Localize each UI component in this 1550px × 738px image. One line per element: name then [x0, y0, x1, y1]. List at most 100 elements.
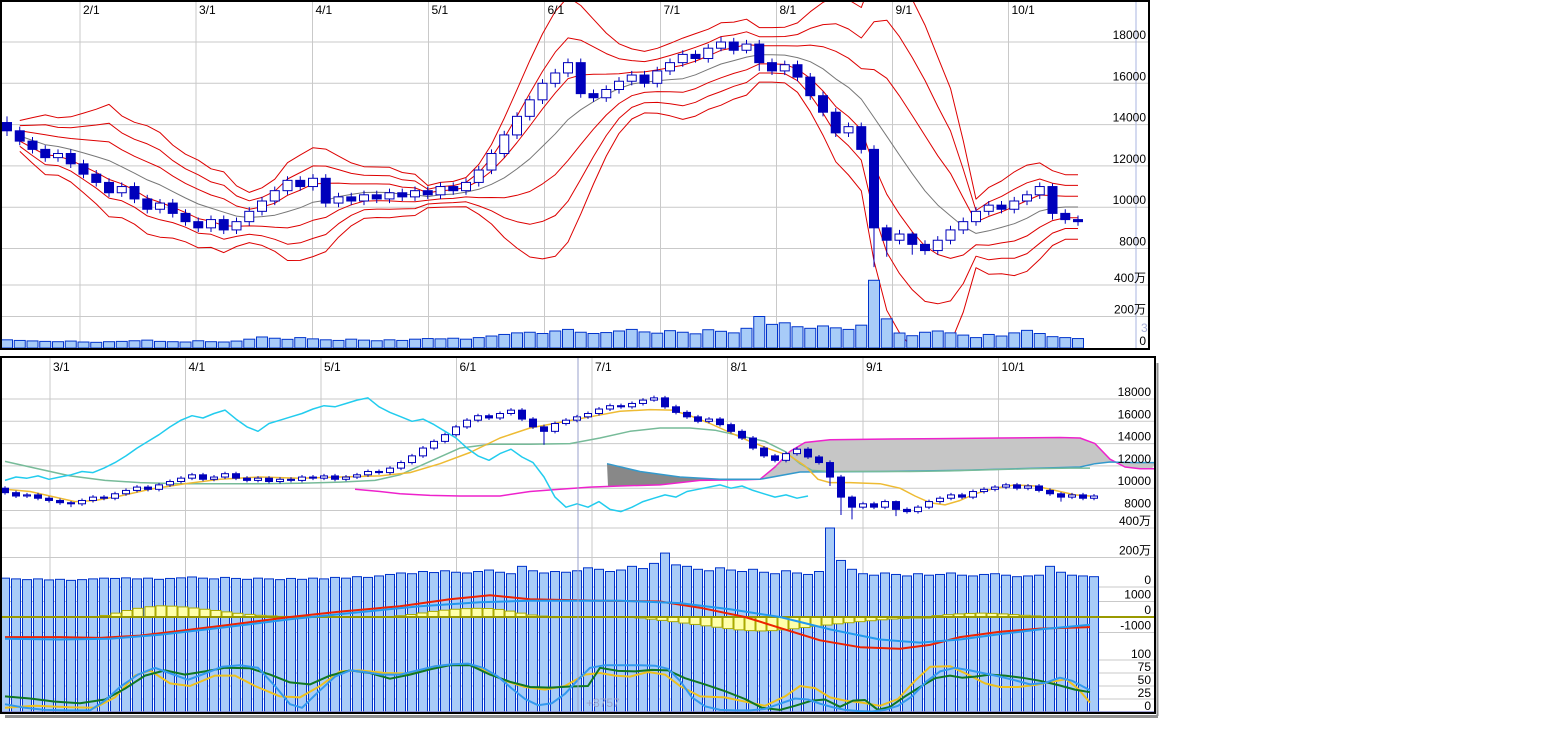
candlestick [793, 448, 801, 455]
volume-bar [778, 322, 791, 349]
volume-bar [511, 332, 523, 349]
volume-bar [128, 340, 141, 349]
candlestick [614, 80, 624, 90]
volume-bar [868, 279, 880, 349]
volume-bar [946, 572, 956, 713]
candlestick [353, 474, 361, 478]
candlestick [1009, 200, 1020, 210]
top-chart-svg[interactable]: 2/1 3/1 4/1 5/1 6/1 7/1 8/1 9/1 10/1 18000 16000 14… [0, 0, 1160, 354]
price-axis-label: 18000 [1113, 28, 1147, 42]
x-axis-label: 8/1 [731, 360, 748, 374]
candlestick [244, 210, 255, 223]
candlestick [364, 470, 372, 476]
volume-bar [702, 329, 715, 349]
candlestick [601, 88, 612, 99]
volume-bar [770, 573, 780, 713]
bottom-chart-panel[interactable]: 3/1 4/1 5/1 6/1 7/1 8/1 9/1 10/1 18000 16000 14000… [0, 355, 1160, 730]
candlestick [14, 130, 25, 142]
bottom-chart-svg[interactable]: 3/1 4/1 5/1 6/1 7/1 8/1 9/1 10/1 18000 16000 14000… [0, 355, 1160, 725]
x-axis-label: 4/1 [316, 3, 333, 17]
candlestick [177, 477, 185, 483]
candlestick [331, 475, 339, 480]
volume-bar [913, 573, 923, 713]
candlestick [980, 488, 988, 493]
candlestick [958, 221, 969, 231]
candlestick [665, 62, 675, 72]
candlestick [23, 494, 31, 497]
candlestick [551, 423, 559, 432]
candlestick [56, 499, 64, 504]
candlestick [650, 397, 658, 401]
macd-histogram-bar [471, 607, 483, 618]
candlestick [180, 212, 191, 223]
x-axis-label: 9/1 [896, 3, 913, 17]
candlestick [218, 219, 229, 231]
candlestick [1073, 219, 1083, 223]
candlestick [818, 95, 828, 113]
candlestick [936, 497, 944, 503]
x-axis-label: 3/1 [199, 3, 216, 17]
candlestick [584, 412, 592, 418]
volume-bar [803, 573, 813, 713]
x-axis-label: 2/1 [83, 3, 100, 17]
volume-bar [968, 575, 978, 713]
candlestick [892, 501, 900, 510]
x-axis-label: 7/1 [595, 360, 612, 374]
x-axis-label: 10/1 [1012, 3, 1036, 17]
bollinger-upper-3 [19, 1, 1078, 200]
senkou-b-line [354, 436, 1155, 497]
candlestick [474, 415, 482, 421]
volume-bar [352, 576, 362, 713]
volume-bar [472, 337, 485, 349]
volume-bar [1, 577, 10, 713]
candlestick [346, 196, 357, 202]
candlestick [320, 475, 328, 479]
candlestick [452, 426, 460, 436]
volume-bar [217, 341, 230, 349]
volume-bar [1021, 329, 1033, 349]
volume-bar [689, 333, 702, 349]
candlestick [461, 181, 471, 192]
candlestick [1035, 485, 1043, 491]
candlestick [254, 477, 262, 481]
volume-bar [924, 574, 934, 713]
volume-bar [205, 341, 217, 349]
candlestick [1024, 485, 1032, 489]
volume-bar [345, 338, 358, 349]
candlestick [914, 506, 922, 513]
volume-bar [460, 338, 472, 349]
candlestick [925, 501, 933, 508]
candlestick [550, 72, 561, 84]
candlestick [894, 233, 905, 241]
candlestick [843, 126, 854, 134]
volume-bar [383, 339, 396, 349]
stochastic-green [4, 664, 1091, 711]
macd-histogram-bar [700, 616, 712, 627]
volume-bar [627, 565, 637, 713]
candlestick [881, 501, 889, 508]
volume-bar [26, 340, 39, 349]
candlestick [588, 93, 599, 99]
candlestick [958, 494, 966, 498]
volume-bar [625, 328, 638, 349]
volume-bar [462, 572, 472, 713]
candlestick [683, 411, 691, 418]
volume-bar [286, 577, 296, 713]
macd-histogram-bar [449, 608, 461, 618]
candlestick [738, 430, 746, 439]
candlestick [485, 415, 493, 419]
top-chart-panel[interactable]: 2/1 3/1 4/1 5/1 6/1 7/1 8/1 9/1 10/1 18000 16000 14… [0, 0, 1160, 359]
kijun-line [4, 427, 1090, 485]
volume-bar [1023, 575, 1033, 713]
volume-bar [766, 323, 778, 349]
volume-bar [1067, 574, 1077, 713]
macd-histogram-bar [482, 607, 494, 618]
candlestick [257, 200, 267, 212]
volume-bar [660, 552, 670, 713]
candlestick [1022, 194, 1032, 202]
volume-bar [957, 574, 967, 713]
candlestick [606, 405, 614, 410]
oscillator-axis-label: 100 [1131, 647, 1151, 661]
candlestick [78, 499, 86, 505]
volume-bar [671, 564, 681, 713]
